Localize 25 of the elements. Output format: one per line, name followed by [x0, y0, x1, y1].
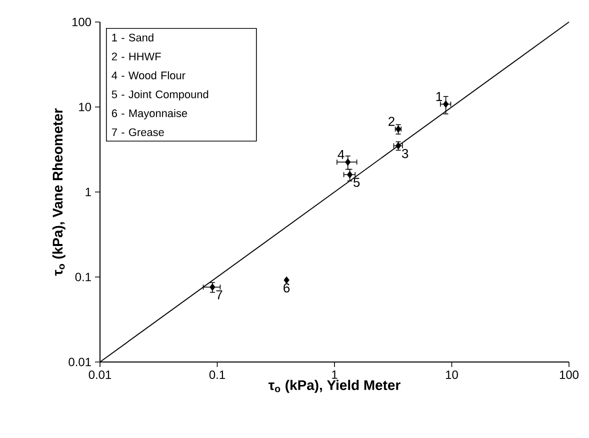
- x-axis-title: τ$_{o}$ (kPa), Yield Meter: [268, 380, 400, 393]
- annotation: 6: [284, 283, 290, 292]
- y-tick-label: 100: [72, 18, 92, 26]
- annotation: 1 - Sand: [112, 33, 154, 42]
- annotation: 2 - HHWF: [112, 52, 161, 60]
- x-tick-label: 100: [560, 370, 579, 379]
- annotation: 5 - Joint Compound: [112, 90, 208, 100]
- y-tick-label: 10: [79, 102, 92, 112]
- annotation: 4: [338, 150, 344, 159]
- annotation: 7 - Grease: [112, 128, 164, 136]
- x-tick-label: 0.01: [88, 370, 112, 379]
- x-tick-label: 0.1: [209, 370, 225, 379]
- annotation: 5: [353, 178, 360, 187]
- annotation: 7: [216, 290, 222, 300]
- y-tick-label: 1: [86, 188, 91, 196]
- x-tick-label: 10: [446, 370, 458, 379]
- x-tick-label: 1: [332, 370, 338, 379]
- annotation: 3: [402, 148, 408, 158]
- annotation: 2: [388, 116, 394, 126]
- annotation: 1: [436, 92, 442, 101]
- y-axis-title: τ$_{o}$ (kPa), Vane Rheometer: [52, 108, 66, 276]
- annotation: 6 - Mayonnaise: [112, 109, 188, 120]
- annotation: 4 - Wood Flour: [112, 71, 186, 80]
- y-tick-label: 0.1: [75, 272, 91, 282]
- y-tick-label: 0.01: [68, 358, 91, 366]
